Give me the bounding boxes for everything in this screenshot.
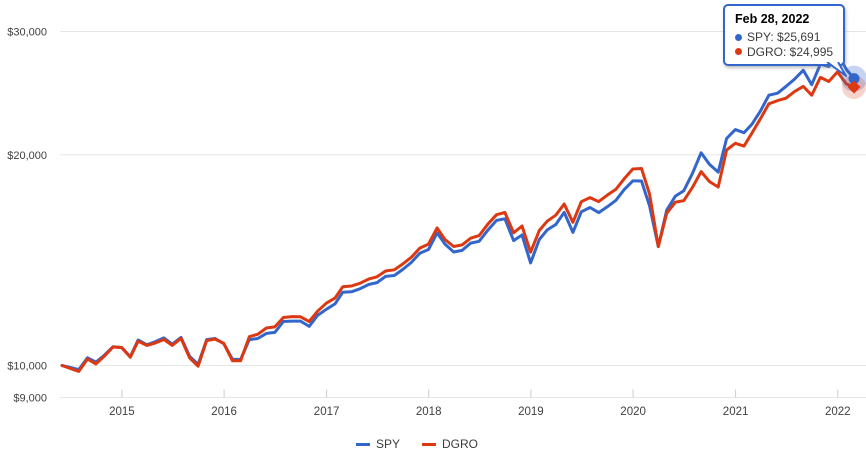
y-axis-label: $9,000 — [13, 393, 47, 405]
chart-legend: SPY DGRO — [356, 437, 478, 451]
spy-bullet-icon — [735, 33, 742, 41]
legend-label-dgro: DGRO — [442, 437, 479, 451]
legend-item-spy[interactable]: SPY — [356, 437, 400, 451]
x-axis-label: 2015 — [109, 406, 135, 418]
dgro-line-swatch-icon — [422, 442, 437, 446]
x-axis-label: 2017 — [314, 406, 340, 418]
spy-line — [60, 51, 856, 372]
legend-item-dgro[interactable]: DGRO — [422, 437, 478, 451]
tooltip-value-spy: SPY: $25,691 — [747, 30, 821, 44]
x-axis-label: 2022 — [825, 406, 851, 418]
tooltip-row-dgro: DGRO: $24,995 — [735, 45, 833, 60]
spy-point-marker — [848, 73, 860, 85]
dgro-point-marker — [847, 80, 861, 94]
x-axis-label: 2021 — [723, 406, 749, 418]
x-axis-label: 2018 — [416, 406, 442, 418]
tooltip-pointer-icon — [823, 61, 849, 78]
legend-label-spy: SPY — [376, 437, 401, 451]
x-axis-label: 2016 — [211, 406, 237, 418]
tooltip-value-dgro: DGRO: $24,995 — [747, 44, 834, 59]
x-axis-label: 2020 — [620, 406, 646, 418]
y-axis-label: $20,000 — [7, 150, 47, 162]
dgro-line — [60, 70, 856, 373]
y-axis-label: $30,000 — [7, 27, 47, 39]
tooltip-date: Feb 28, 2022 — [735, 12, 810, 26]
x-axis-label: 2019 — [518, 406, 544, 418]
dgro-bullet-icon — [735, 48, 742, 56]
y-axis-label: $10,000 — [7, 361, 47, 373]
tooltip-row-spy: SPY: $25,691 — [735, 30, 833, 45]
spy-line-swatch-icon — [356, 442, 370, 446]
chart-tooltip: Feb 28, 2022 SPY: $25,691 DGRO: $24,995 — [723, 4, 848, 77]
